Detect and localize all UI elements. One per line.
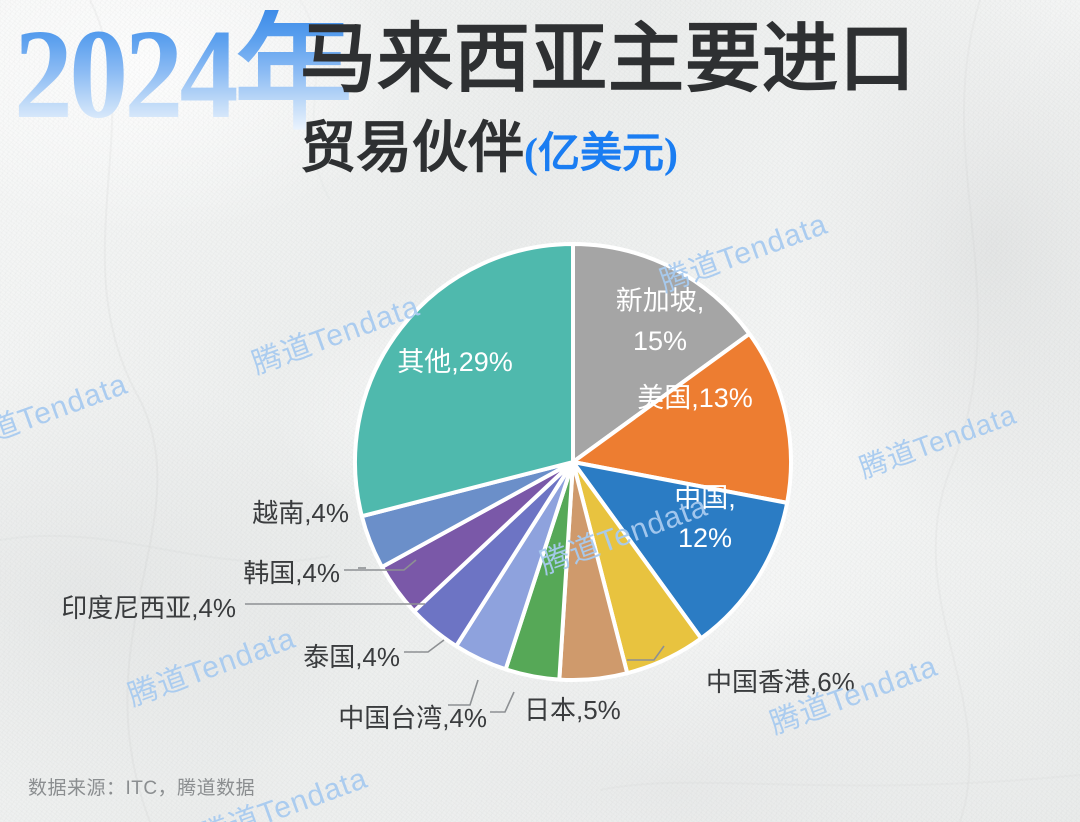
pie-slice-label: 新加坡, 15% [616,286,705,356]
pie-outer-label: 韩国,4% [243,558,340,588]
pie-slice[interactable] [353,242,575,519]
pie-outer-label: 泰国,4% [303,642,400,672]
leader-line [344,559,417,571]
leader-line [448,679,479,706]
pie-outer-label: 越南,4% [252,498,349,528]
pie-slice[interactable] [571,331,793,505]
leader-line [404,639,445,653]
pie-outer-label: 中国香港,6% [706,667,855,697]
page-title-line1: 马来西亚主要进口 [300,18,916,102]
pie-slice-label: 中国, 12% [674,483,736,553]
pie-slice[interactable] [571,242,752,464]
header: 2024年 马来西亚主要进口 贸易伙伴(亿美元) [0,0,1080,210]
pie-slices [353,242,793,682]
year-heading: 2024年 [14,3,353,145]
leader-line [627,645,665,661]
leader-line [490,691,515,713]
pie-outer-label: 印度尼西亚,4% [61,593,236,623]
pie-chart-svg: 新加坡, 15% 美国,13% 中国, 12% 其他,29% 中国香港,6% 日本,5% 中国台… [61,242,855,733]
pie-slice-labels: 新加坡, 15% 美国,13% 中国, 12% 其他,29% 中国香港,6% 日本,5% 中国台… [61,286,855,733]
page-title-line2-text: 贸易伙伴 [300,118,524,180]
pie-slice[interactable] [571,460,790,641]
pie-chart: 新加坡, 15% 美国,13% 中国, 12% 其他,29% 中国香港,6% 日本,5% 中国台… [0,200,1080,760]
pie-outer-label: 中国台湾,4% [338,703,487,733]
pie-outer-label: 日本,5% [524,695,621,725]
pie-slice-label: 美国,13% [637,383,753,413]
source-note: 数据来源：ITC，腾道数据 [28,778,256,799]
unit-label: (亿美元) [524,131,678,177]
pie-slice-label: 其他,29% [397,347,513,377]
pie-leader-lines [245,559,665,713]
page-title-line2: 贸易伙伴(亿美元) [300,121,678,177]
